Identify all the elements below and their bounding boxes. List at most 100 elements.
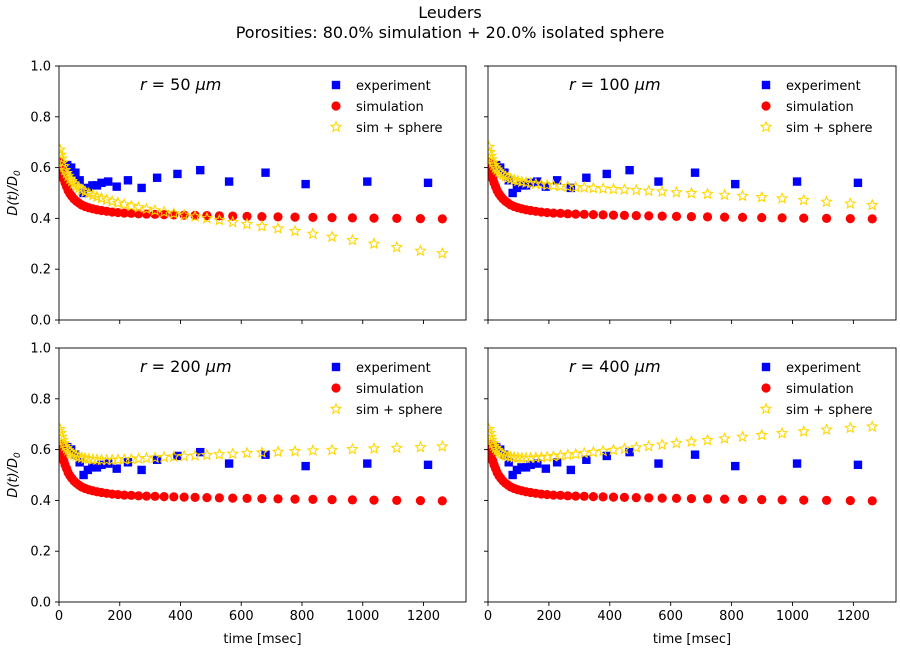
data-point bbox=[702, 212, 713, 222]
data-point bbox=[117, 197, 131, 210]
data-point bbox=[517, 463, 526, 472]
data-point bbox=[188, 449, 202, 462]
data-point bbox=[577, 181, 591, 194]
data-point bbox=[608, 492, 619, 502]
data-point bbox=[347, 213, 358, 223]
data-point bbox=[59, 430, 69, 443]
data-point bbox=[512, 183, 522, 193]
data-point bbox=[607, 443, 620, 456]
data-point bbox=[731, 179, 740, 189]
y-tick-label: 0.8 bbox=[30, 110, 51, 125]
series-sim-sphere bbox=[59, 422, 449, 466]
data-point bbox=[561, 448, 575, 461]
data-point bbox=[301, 179, 310, 189]
legend-marker bbox=[761, 80, 771, 90]
data-point bbox=[548, 490, 559, 500]
data-point bbox=[288, 444, 302, 457]
data-point bbox=[123, 176, 133, 185]
data-point bbox=[224, 177, 234, 186]
data-point bbox=[261, 450, 270, 459]
panel-title-unit: μm bbox=[205, 357, 232, 376]
data-point bbox=[167, 450, 181, 463]
panel-title: r = 50 μm bbox=[140, 75, 221, 94]
data-point bbox=[111, 196, 125, 209]
data-point bbox=[288, 224, 302, 237]
data-point bbox=[533, 459, 542, 468]
data-point bbox=[196, 165, 205, 175]
data-point bbox=[59, 163, 72, 176]
data-point bbox=[75, 451, 89, 464]
figure-subtitle: Porosities: 80.0% simulation + 20.0% iso… bbox=[235, 23, 665, 42]
data-point bbox=[797, 424, 811, 437]
data-point bbox=[126, 208, 136, 218]
data-point bbox=[820, 195, 833, 208]
data-point bbox=[671, 211, 682, 221]
y-tick-label: 1.0 bbox=[30, 342, 51, 357]
data-point bbox=[255, 219, 269, 232]
chart-panel-1: 0.0 0.2 0.4 0.6 0.8 1.0 D(t)/D0 r = 50 μm experi… bbox=[6, 60, 467, 329]
legend-label: experiment bbox=[356, 79, 431, 94]
data-point bbox=[625, 447, 634, 457]
data-point bbox=[488, 422, 496, 435]
data-point bbox=[820, 423, 833, 436]
data-point bbox=[757, 495, 767, 505]
data-point bbox=[200, 211, 214, 224]
data-point bbox=[736, 189, 749, 202]
data-point bbox=[718, 432, 731, 445]
data-point bbox=[240, 446, 254, 459]
data-point bbox=[414, 440, 427, 453]
data-point bbox=[867, 496, 877, 506]
data-point bbox=[71, 168, 80, 177]
data-point bbox=[126, 490, 136, 500]
series-experiment bbox=[492, 442, 863, 480]
data-point bbox=[78, 451, 92, 464]
data-point bbox=[508, 470, 517, 480]
data-point bbox=[515, 175, 529, 188]
data-point bbox=[157, 205, 171, 218]
data-point bbox=[257, 212, 267, 222]
y-tick-label: 0.0 bbox=[30, 314, 51, 329]
legend: experiment simulation sim + sphere bbox=[759, 361, 873, 418]
y-tick-label: 0.2 bbox=[30, 263, 51, 278]
data-point bbox=[290, 494, 300, 504]
data-point bbox=[608, 210, 619, 220]
data-point bbox=[526, 178, 535, 188]
data-point bbox=[602, 169, 611, 179]
data-point bbox=[521, 463, 531, 472]
legend-label: simulation bbox=[356, 382, 424, 397]
panel-title-variable: r bbox=[569, 75, 577, 94]
data-point bbox=[552, 458, 562, 467]
chart-panel-2: r = 100 μm experiment simulation sim + sphe… bbox=[484, 65, 897, 324]
data-point bbox=[799, 213, 809, 223]
data-point bbox=[140, 202, 153, 215]
data-point bbox=[799, 495, 809, 505]
data-point bbox=[59, 436, 71, 449]
data-point bbox=[563, 209, 573, 219]
data-point bbox=[737, 212, 748, 222]
panel-title: r = 100 μm bbox=[569, 75, 661, 94]
data-point bbox=[325, 230, 339, 243]
plot-data bbox=[488, 140, 879, 224]
data-point bbox=[308, 494, 318, 504]
data-point bbox=[224, 459, 234, 468]
series-sim-sphere bbox=[59, 143, 449, 259]
data-point bbox=[132, 200, 145, 213]
panel-title-equals: = 100 bbox=[576, 75, 635, 94]
data-point bbox=[775, 191, 789, 204]
data-point bbox=[306, 227, 320, 240]
data-point bbox=[190, 492, 200, 502]
y-tick-label: 0.2 bbox=[30, 545, 51, 560]
series-simulation bbox=[488, 439, 877, 506]
data-point bbox=[488, 430, 498, 443]
data-point bbox=[104, 177, 113, 186]
data-point bbox=[488, 145, 497, 158]
plot-data bbox=[488, 420, 879, 506]
data-point bbox=[346, 233, 359, 246]
y-tick-label: 1.0 bbox=[30, 60, 51, 75]
data-point bbox=[579, 209, 589, 219]
panel-title-variable: r bbox=[140, 357, 148, 376]
data-point bbox=[112, 182, 121, 191]
data-point bbox=[141, 491, 152, 501]
panel-title-equals: = 200 bbox=[147, 357, 206, 376]
